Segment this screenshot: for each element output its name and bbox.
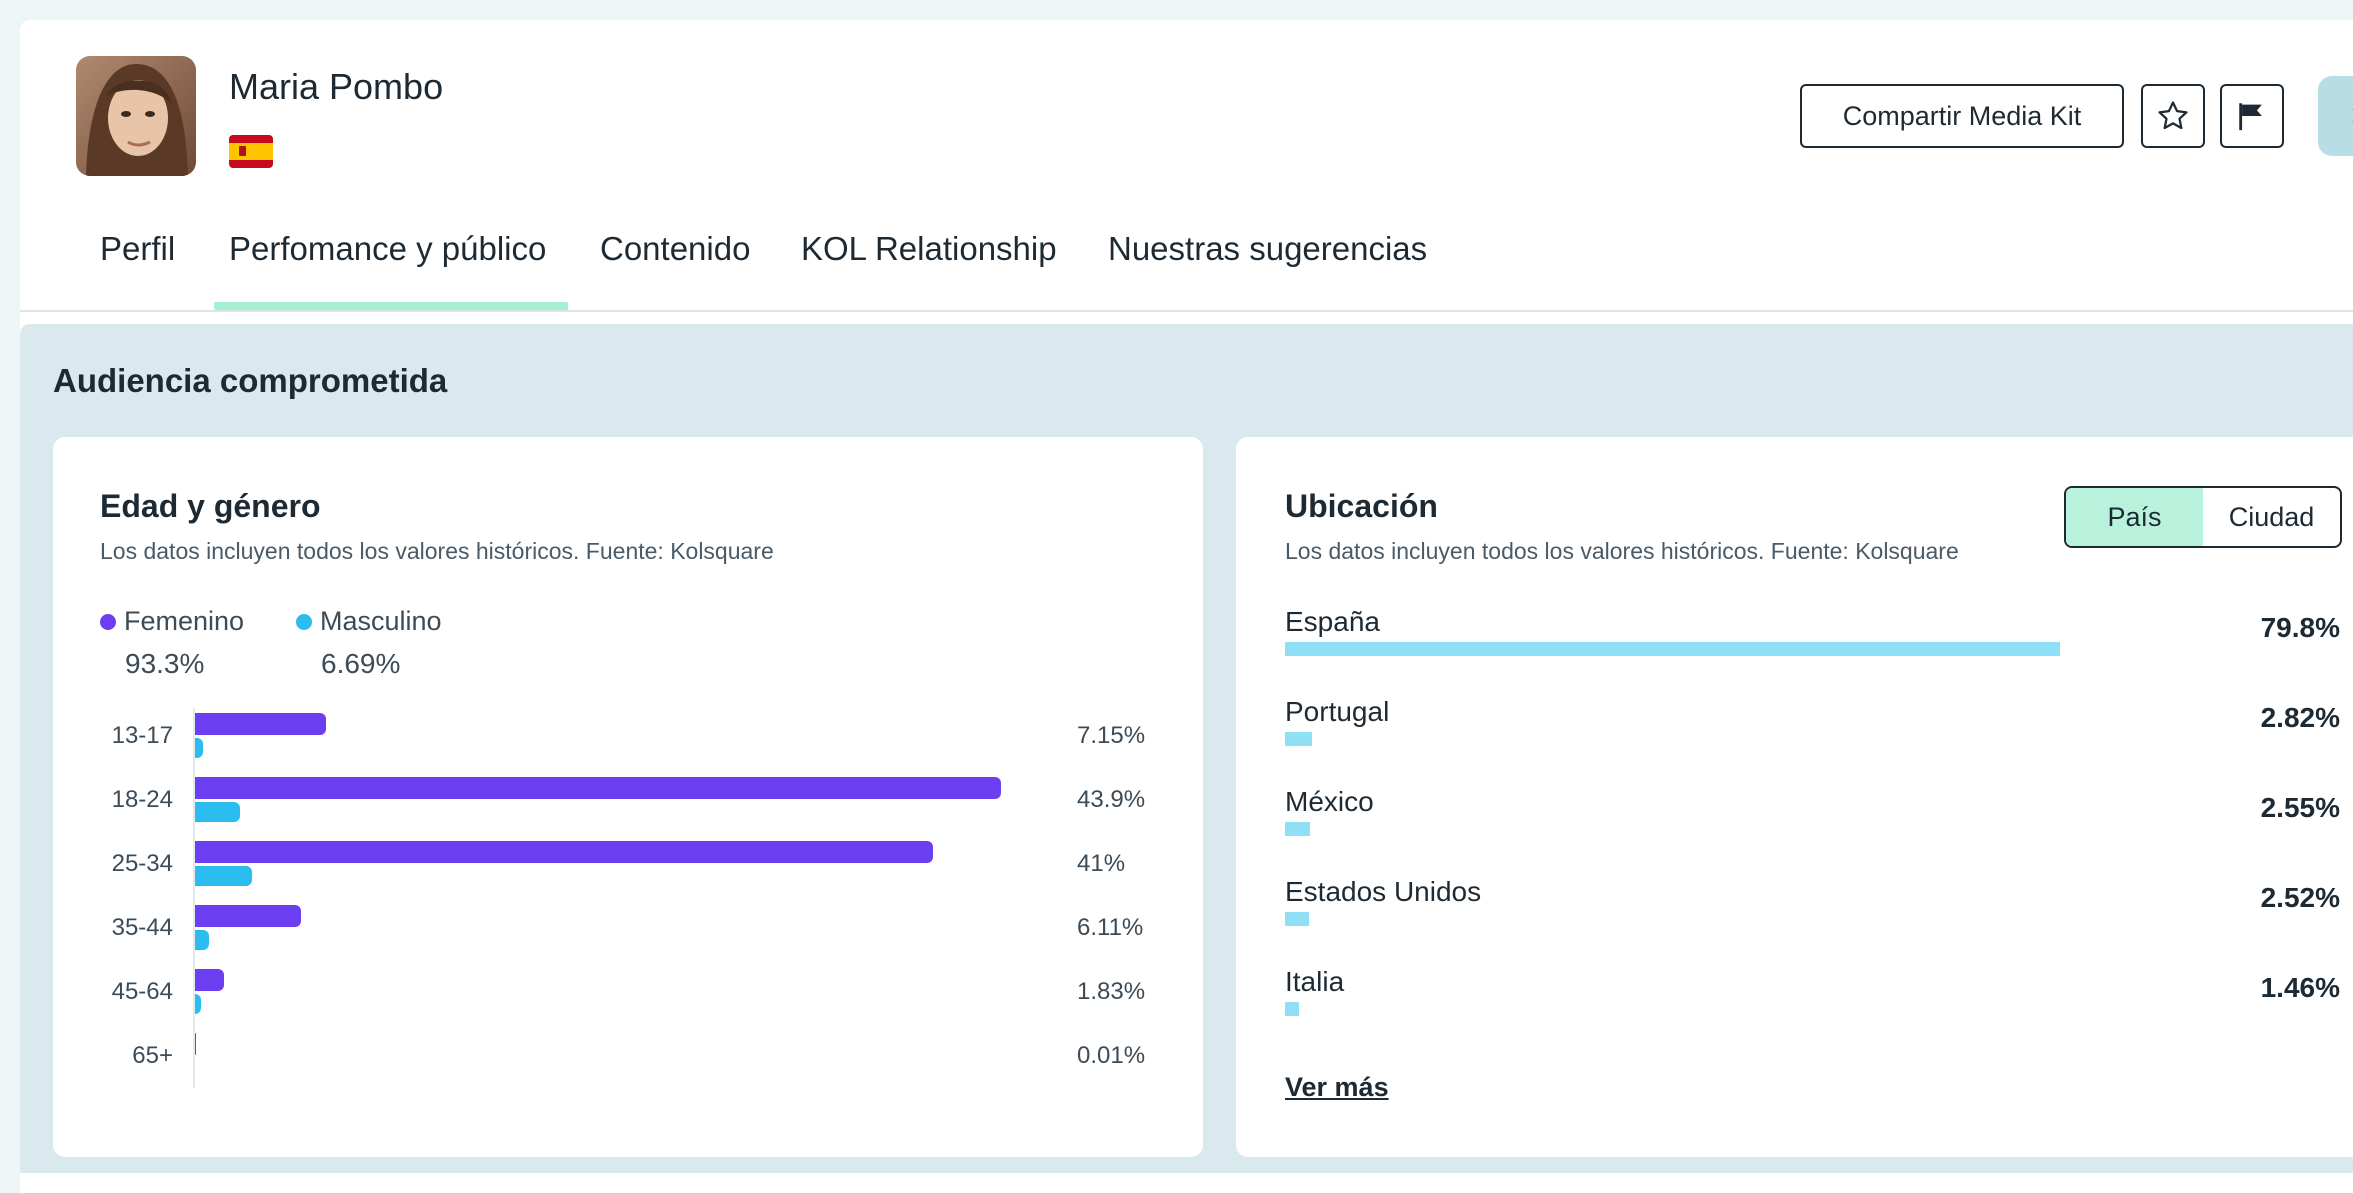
tab-sugerencias[interactable]: Nuestras sugerencias (1108, 230, 1427, 268)
country-name: Italia (1285, 966, 1344, 998)
active-tab-indicator (214, 302, 568, 310)
bar-female (195, 777, 1001, 799)
age-gender-subtitle: Los datos incluyen todos los valores his… (100, 538, 774, 565)
tab-bar: Perfil Perfomance y público Contenido KO… (20, 210, 2353, 312)
age-label: 65+ (98, 1042, 173, 1070)
male-dot-icon (296, 614, 312, 630)
country-pct: 1.46% (2200, 972, 2340, 1004)
age-label: 35-44 (98, 914, 173, 942)
bar-female (195, 905, 301, 927)
legend-male: Masculino (296, 606, 442, 637)
age-total-pct: 6.11% (1077, 914, 1143, 942)
country-bar (1285, 642, 2060, 656)
section-title: Audiencia comprometida (53, 362, 447, 400)
tab-contenido[interactable]: Contenido (600, 230, 750, 268)
bar-male (195, 930, 209, 950)
chart-axis (193, 708, 195, 1088)
age-label: 18-24 (98, 786, 173, 814)
age-total-pct: 1.83% (1077, 978, 1145, 1006)
age-label: 25-34 (98, 850, 173, 878)
country-name: Portugal (1285, 696, 1389, 728)
bar-male (195, 866, 252, 886)
star-icon (2156, 99, 2190, 133)
toggle-country[interactable]: País (2066, 488, 2203, 546)
country-name: Estados Unidos (1285, 876, 1481, 908)
location-toggle: País Ciudad (2064, 486, 2342, 548)
influencer-name: Maria Pombo (229, 66, 443, 108)
legend-female: Femenino (100, 606, 244, 637)
close-button[interactable]: × (2318, 76, 2353, 156)
age-gender-title: Edad y género (100, 488, 321, 525)
flag-icon (2235, 99, 2269, 133)
country-name: México (1285, 786, 1374, 818)
age-total-pct: 7.15% (1077, 722, 1145, 750)
bar-male (195, 802, 240, 822)
tab-performance[interactable]: Perfomance y público (229, 230, 546, 268)
favorite-button[interactable] (2141, 84, 2205, 148)
legend-female-value: 93.3% (125, 648, 204, 680)
country-name: España (1285, 606, 1380, 638)
age-total-pct: 43.9% (1077, 786, 1145, 814)
content-area: Audiencia comprometida (20, 324, 2353, 1173)
age-total-pct: 41% (1077, 850, 1125, 878)
legend-male-value: 6.69% (321, 648, 400, 680)
bar-female (195, 713, 326, 735)
report-button[interactable] (2220, 84, 2284, 148)
country-bar (1285, 822, 1310, 836)
country-pct: 79.8% (2200, 612, 2340, 644)
age-total-pct: 0.01% (1077, 1042, 1145, 1070)
country-pct: 2.82% (2200, 702, 2340, 734)
bar-female (195, 969, 224, 991)
bar-male (195, 738, 203, 758)
country-pct: 2.55% (2200, 792, 2340, 824)
location-subtitle: Los datos incluyen todos los valores his… (1285, 538, 1959, 565)
tab-perfil[interactable]: Perfil (100, 230, 175, 268)
age-label: 45-64 (98, 978, 173, 1006)
see-more-link[interactable]: Ver más (1285, 1072, 1389, 1103)
share-media-kit-button[interactable]: Compartir Media Kit (1800, 84, 2124, 148)
toggle-city[interactable]: Ciudad (2203, 488, 2340, 546)
bar-male (195, 994, 201, 1014)
spain-flag-icon (229, 135, 273, 168)
bar-female (195, 841, 933, 863)
age-label: 13-17 (98, 722, 173, 750)
tab-kol-relationship[interactable]: KOL Relationship (801, 230, 1057, 268)
location-title: Ubicación (1285, 488, 1438, 525)
female-dot-icon (100, 614, 116, 630)
country-bar (1285, 732, 1312, 746)
country-pct: 2.52% (2200, 882, 2340, 914)
country-bar (1285, 912, 1309, 926)
country-bar (1285, 1002, 1299, 1016)
avatar (76, 56, 196, 176)
